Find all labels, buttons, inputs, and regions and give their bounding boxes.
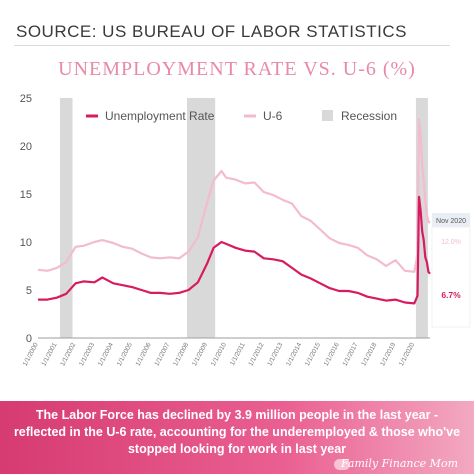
callout-body — [431, 226, 471, 328]
x-tick-label: 1/1/2006 — [135, 341, 153, 367]
x-tick-label: 1/1/2020 — [398, 341, 416, 367]
x-tick-label: 1/1/2015 — [304, 341, 322, 367]
unemployment-rate-line — [38, 195, 431, 305]
y-tick-label: 25 — [20, 93, 32, 105]
legend-recession: Recession — [341, 109, 397, 123]
footer-banner: The Labor Force has declined by 3.9 mill… — [0, 401, 474, 474]
recession-band — [186, 98, 216, 338]
x-tick-label: 1/1/2000 — [22, 341, 40, 367]
callout-header-bg — [432, 213, 470, 227]
x-tick-label: 1/1/2010 — [210, 341, 228, 367]
x-tick-label: 1/1/2011 — [229, 341, 247, 367]
y-tick-label: 20 — [20, 141, 32, 153]
recession-band — [59, 98, 73, 338]
x-tick-label: 1/1/2013 — [266, 341, 284, 367]
callout-u6-label: 12.0% — [441, 239, 461, 246]
y-tick-label: 10 — [20, 237, 32, 249]
callout-header: Nov 2020 — [436, 218, 466, 225]
x-tick-label: 1/1/2008 — [172, 341, 190, 367]
legend-u6: U-6 — [263, 109, 283, 123]
series-lines — [37, 118, 431, 305]
piggy-bank-icon — [334, 459, 350, 470]
u6-line — [37, 118, 431, 273]
x-axis: 1/1/2000 1/1/2001 1/1/2002 1/1/2003 1/1/2004… — [22, 341, 417, 367]
callout-unemployment-label: 6.7% — [441, 290, 461, 300]
x-tick-label: 1/1/2002 — [59, 341, 77, 367]
x-tick-label: 1/1/2005 — [116, 341, 134, 367]
source-divider — [14, 45, 450, 46]
legend-unemployment-rate: Unemployment Rate — [105, 109, 215, 123]
x-tick-label: 1/1/2009 — [191, 341, 209, 367]
nov-2020-callout: Nov 2020 12.0% 6.7% — [431, 213, 471, 328]
y-tick-label: 5 — [26, 285, 32, 297]
y-axis: 0 5 10 15 20 25 — [20, 93, 430, 345]
legend-recession-swatch — [322, 110, 333, 121]
x-tick-label: 1/1/2017 — [342, 341, 360, 367]
x-tick-label: 1/1/2007 — [153, 341, 171, 367]
source-header: SOURCE: US BUREAU OF LABOR STATISTICS — [0, 0, 474, 44]
x-tick-label: 1/1/2012 — [247, 341, 265, 367]
y-tick-label: 0 — [26, 333, 32, 345]
x-tick-label: 1/1/2019 — [379, 341, 397, 367]
x-tick-label: 1/1/2003 — [78, 341, 96, 367]
x-tick-label: 1/1/2001 — [41, 341, 59, 367]
x-tick-label: 1/1/2014 — [285, 341, 303, 367]
legend: Unemployment Rate U-6 Recession — [86, 109, 397, 123]
brand-logo: Family Finance Mom — [341, 457, 458, 470]
recession-bands — [59, 98, 428, 338]
x-tick-label: 1/1/2004 — [97, 341, 115, 367]
x-tick-label: 1/1/2016 — [323, 341, 341, 367]
source-label: SOURCE: US BUREAU OF LABOR STATISTICS — [16, 22, 407, 41]
x-tick-label: 1/1/2018 — [360, 341, 378, 367]
y-tick-label: 15 — [20, 189, 32, 201]
footer-message: The Labor Force has declined by 3.9 mill… — [13, 408, 461, 456]
chart-title: UNEMPLOYMENT RATE VS. U-6 (%) — [58, 58, 416, 80]
